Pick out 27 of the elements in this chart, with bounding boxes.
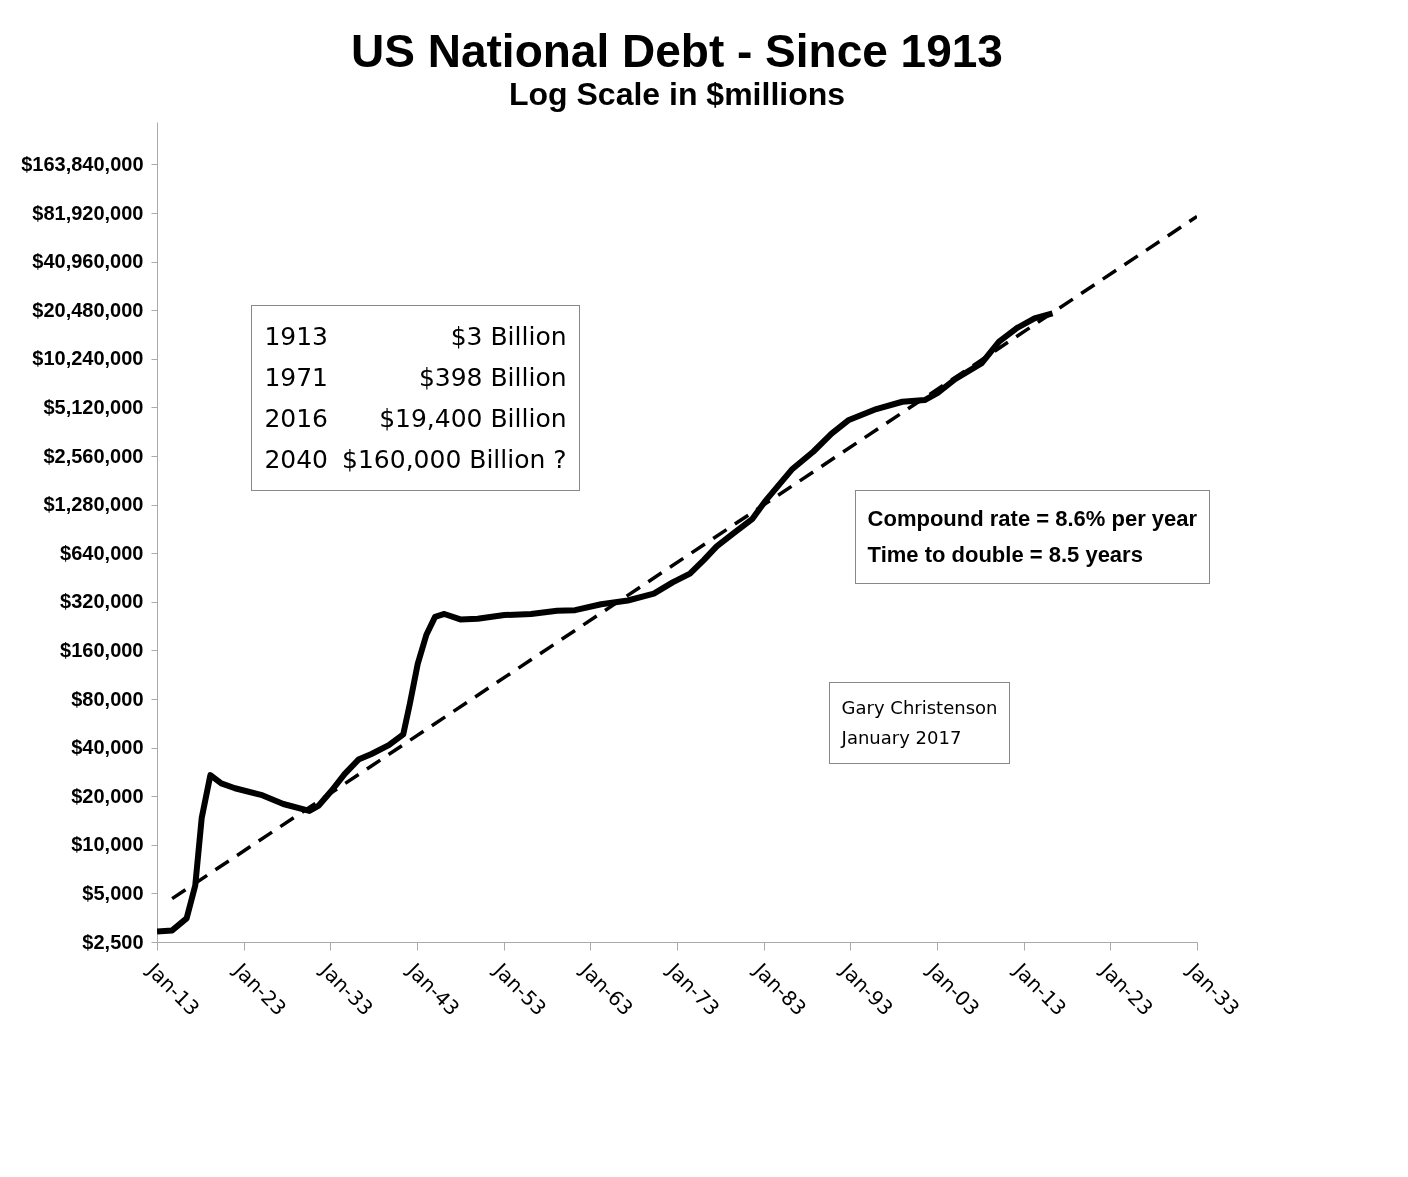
y-tick-label: $81,920,000 (32, 201, 144, 224)
annotation: Time to double = 8.5 years (867, 540, 1144, 569)
note-box: Gary Christenson January 2017 (828, 682, 1011, 765)
y-tick-label: $320,000 (60, 590, 144, 613)
annotation: Compound rate = 8.6% per year (867, 504, 1198, 533)
y-tick-label: $2,560,000 (43, 444, 144, 467)
note-box: 1913 $3 Billion 1971 $398 Billion 2016 $19,400 Billion 2040 $160,000 Billion ? (251, 305, 580, 492)
y-tick-label: $20,480,000 (32, 298, 144, 321)
y-tick-label: $2,500 (82, 930, 144, 953)
y-tick-label: $5,120,000 (43, 395, 144, 418)
y-tick-label: $5,000 (82, 881, 144, 904)
chart-title: US National Debt - Since 1913 (351, 25, 1003, 77)
y-tick-label: $1,280,000 (43, 493, 144, 516)
y-tick-label: $640,000 (60, 541, 144, 564)
chart-subtitle: Log Scale in $millions (508, 76, 846, 112)
annotation: January 2017 (841, 726, 963, 751)
y-tick-label: $40,960,000 (32, 250, 144, 273)
y-tick-label: $10,240,000 (32, 347, 144, 370)
y-tick-label: $80,000 (71, 687, 144, 710)
y-tick-label: $160,000 (60, 638, 144, 661)
annotation: Gary Christenson (841, 696, 998, 721)
y-tick-label: $40,000 (71, 736, 144, 759)
annotation: 2040 $160,000 Billion ? (264, 444, 567, 477)
note-box: Compound rate = 8.6% per year Time to double = 8.5 years (854, 489, 1211, 584)
y-tick-label: $163,840,000 (21, 152, 144, 175)
y-tick-label: $20,000 (71, 784, 144, 807)
y-tick-label: $10,000 (71, 833, 144, 856)
